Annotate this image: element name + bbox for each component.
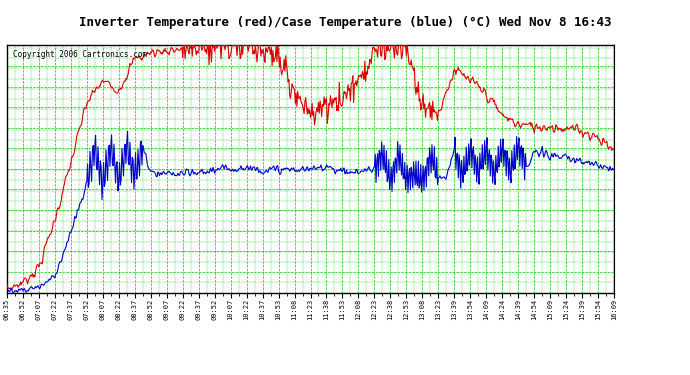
Text: Copyright 2006 Cartronics.com: Copyright 2006 Cartronics.com <box>13 50 147 59</box>
Text: Inverter Temperature (red)/Case Temperature (blue) (°C) Wed Nov 8 16:43: Inverter Temperature (red)/Case Temperat… <box>79 16 611 29</box>
